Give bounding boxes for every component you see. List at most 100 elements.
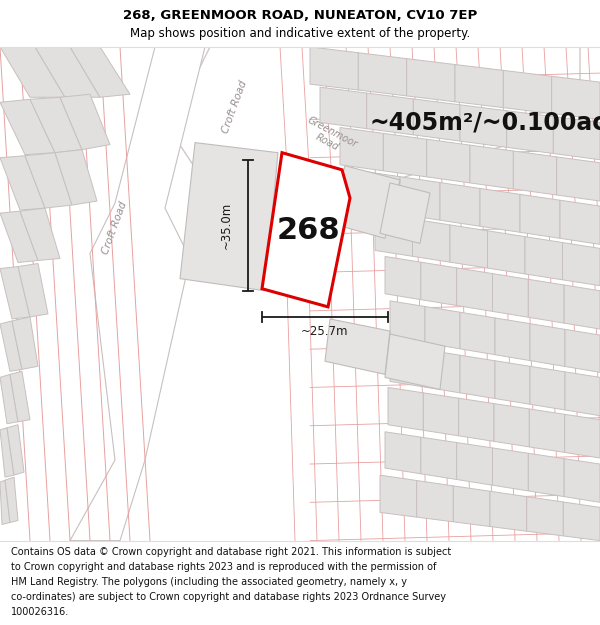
Polygon shape <box>460 355 495 399</box>
Polygon shape <box>385 334 445 389</box>
Polygon shape <box>60 94 110 149</box>
Polygon shape <box>35 47 100 98</box>
Polygon shape <box>490 491 527 531</box>
Polygon shape <box>0 480 10 524</box>
Polygon shape <box>390 301 425 343</box>
Polygon shape <box>12 317 38 369</box>
Text: ~35.0m: ~35.0m <box>220 202 233 249</box>
Polygon shape <box>454 486 490 526</box>
Polygon shape <box>367 93 413 135</box>
Polygon shape <box>493 274 529 318</box>
Text: Croft Road: Croft Road <box>101 201 129 256</box>
Polygon shape <box>530 366 565 410</box>
Polygon shape <box>262 152 350 307</box>
Polygon shape <box>514 151 557 195</box>
Polygon shape <box>20 208 60 261</box>
Polygon shape <box>565 329 600 372</box>
Text: Map shows position and indicative extent of the property.: Map shows position and indicative extent… <box>130 27 470 40</box>
Polygon shape <box>407 59 455 102</box>
Polygon shape <box>70 47 205 541</box>
Polygon shape <box>0 47 65 98</box>
Polygon shape <box>25 152 72 208</box>
Polygon shape <box>385 256 421 299</box>
Polygon shape <box>0 374 18 424</box>
Polygon shape <box>527 497 563 536</box>
Polygon shape <box>55 149 97 205</box>
Polygon shape <box>470 145 514 189</box>
Polygon shape <box>520 194 560 238</box>
Polygon shape <box>7 425 24 475</box>
Polygon shape <box>495 361 530 404</box>
Polygon shape <box>529 453 564 497</box>
Polygon shape <box>529 409 565 452</box>
Text: Contains OS data © Crown copyright and database right 2021. This information is : Contains OS data © Crown copyright and d… <box>11 546 451 556</box>
Text: 268: 268 <box>276 216 340 245</box>
Polygon shape <box>421 437 457 479</box>
Polygon shape <box>5 477 18 522</box>
Polygon shape <box>360 171 400 214</box>
Polygon shape <box>388 388 424 430</box>
Polygon shape <box>180 142 278 291</box>
Polygon shape <box>494 404 529 447</box>
Polygon shape <box>380 183 430 243</box>
Polygon shape <box>416 481 454 522</box>
Polygon shape <box>525 237 563 280</box>
Polygon shape <box>383 133 427 177</box>
Polygon shape <box>529 279 564 323</box>
Polygon shape <box>0 321 22 371</box>
Polygon shape <box>175 47 580 208</box>
Polygon shape <box>460 312 495 355</box>
Polygon shape <box>10 371 30 422</box>
Polygon shape <box>70 47 130 98</box>
Polygon shape <box>425 306 460 349</box>
Polygon shape <box>530 324 565 366</box>
Polygon shape <box>330 166 400 238</box>
Polygon shape <box>457 442 493 485</box>
Polygon shape <box>565 372 600 416</box>
Polygon shape <box>563 502 600 541</box>
Polygon shape <box>18 264 48 317</box>
Polygon shape <box>563 242 600 286</box>
Text: ~405m²/~0.100ac.: ~405m²/~0.100ac. <box>370 111 600 134</box>
Polygon shape <box>340 127 383 171</box>
Polygon shape <box>400 177 440 220</box>
Polygon shape <box>564 285 600 329</box>
Polygon shape <box>503 71 551 114</box>
Polygon shape <box>553 117 600 160</box>
Polygon shape <box>564 459 600 503</box>
Polygon shape <box>458 398 494 441</box>
Polygon shape <box>506 111 553 154</box>
Polygon shape <box>487 231 525 274</box>
Polygon shape <box>0 99 55 155</box>
Text: to Crown copyright and database rights 2023 and is reproduced with the permissio: to Crown copyright and database rights 2… <box>11 561 436 571</box>
Polygon shape <box>0 156 45 210</box>
Polygon shape <box>375 213 413 256</box>
Polygon shape <box>385 432 421 474</box>
Polygon shape <box>424 393 458 436</box>
Polygon shape <box>450 225 487 268</box>
Polygon shape <box>495 318 530 361</box>
Text: 100026316.: 100026316. <box>11 607 69 617</box>
Polygon shape <box>460 105 506 148</box>
Polygon shape <box>455 64 503 108</box>
Text: co-ordinates) are subject to Crown copyright and database rights 2023 Ordnance S: co-ordinates) are subject to Crown copyr… <box>11 592 446 602</box>
Polygon shape <box>493 448 529 491</box>
Text: Croft Road: Croft Road <box>221 79 249 135</box>
Polygon shape <box>380 475 416 517</box>
Text: 268, GREENMOOR ROAD, NUNEATON, CV10 7EP: 268, GREENMOOR ROAD, NUNEATON, CV10 7EP <box>123 9 477 22</box>
Polygon shape <box>421 262 457 306</box>
Polygon shape <box>0 266 30 319</box>
Polygon shape <box>413 99 460 141</box>
Polygon shape <box>425 349 460 393</box>
Text: HM Land Registry. The polygons (including the associated geometry, namely x, y: HM Land Registry. The polygons (includin… <box>11 577 407 587</box>
Polygon shape <box>0 428 14 477</box>
Polygon shape <box>310 47 358 90</box>
Polygon shape <box>325 319 390 374</box>
Polygon shape <box>390 344 425 387</box>
Polygon shape <box>0 211 38 262</box>
Text: ~25.7m: ~25.7m <box>301 324 349 338</box>
Text: Greenmoor
Road: Greenmoor Road <box>301 115 359 160</box>
Polygon shape <box>560 200 600 244</box>
Polygon shape <box>320 87 367 129</box>
Polygon shape <box>457 268 493 311</box>
